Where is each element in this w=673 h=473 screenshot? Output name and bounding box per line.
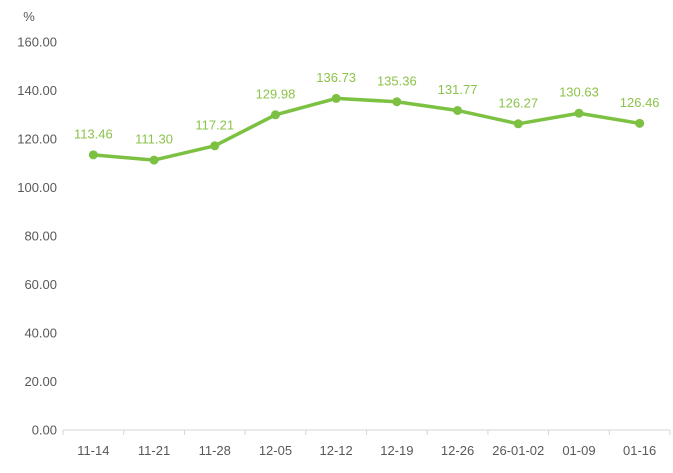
data-point-label: 131.77: [438, 82, 478, 97]
y-axis-unit-label: %: [23, 9, 35, 24]
y-axis-tick-label: 80.00: [24, 229, 57, 244]
data-point[interactable]: [392, 97, 402, 107]
x-axis-tick-label: 01-16: [623, 443, 656, 458]
data-point[interactable]: [513, 119, 523, 129]
data-point-label: 136.73: [316, 70, 356, 85]
data-point-label: 117.21: [195, 117, 234, 132]
x-axis-tick-label: 12-26: [441, 443, 474, 458]
y-axis-tick-label: 120.00: [17, 132, 57, 147]
y-axis-tick-label: 60.00: [24, 277, 57, 292]
y-axis-tick-label: 0.00: [32, 423, 57, 438]
data-point-label: 135.36: [377, 73, 417, 88]
x-axis-tick-label: 12-19: [380, 443, 413, 458]
y-axis-tick-label: 160.00: [17, 35, 57, 50]
data-point-label: 111.30: [135, 132, 173, 147]
data-point[interactable]: [574, 108, 584, 118]
data-point[interactable]: [88, 150, 98, 160]
y-axis-tick-label: 100.00: [17, 180, 57, 195]
x-axis-tick-label: 11-14: [77, 443, 109, 458]
y-axis-tick-label: 20.00: [24, 374, 57, 389]
data-point[interactable]: [210, 141, 220, 151]
data-point[interactable]: [149, 155, 159, 165]
x-axis-tick-label: 01-09: [562, 443, 595, 458]
x-axis-tick-label: 12-12: [320, 443, 353, 458]
data-point-label: 129.98: [256, 86, 296, 101]
data-point-label: 113.46: [74, 126, 113, 141]
x-axis-tick-label: 26-01-02: [492, 443, 544, 458]
y-axis-tick-label: 40.00: [24, 326, 57, 341]
data-point-label: 126.27: [498, 95, 538, 110]
y-axis-tick-label: 140.00: [17, 83, 57, 98]
data-point[interactable]: [270, 110, 280, 120]
x-axis-tick-label: 11-28: [199, 443, 231, 458]
data-point-label: 126.46: [620, 95, 660, 110]
x-axis-tick-label: 11-21: [138, 443, 170, 458]
x-axis-tick-label: 12-05: [259, 443, 292, 458]
data-line: [91, 96, 642, 162]
data-point[interactable]: [453, 105, 463, 115]
data-point-label: 130.63: [559, 85, 599, 100]
data-point[interactable]: [331, 93, 341, 103]
data-point[interactable]: [635, 118, 645, 128]
